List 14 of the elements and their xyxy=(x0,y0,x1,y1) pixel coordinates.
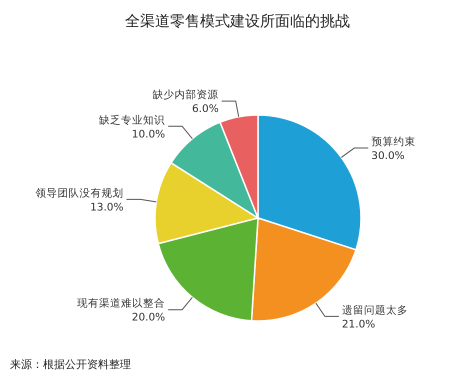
data-label: 30.0% xyxy=(371,150,405,162)
data-label: 21.0% xyxy=(342,318,376,330)
slice-label: 现有渠道难以整合 xyxy=(77,296,166,310)
data-label: 13.0% xyxy=(90,201,124,214)
data-label: 10.0% xyxy=(132,128,166,140)
slice-label: 遗留问题太多 xyxy=(342,303,408,316)
slice-label: 缺乏专业知识 xyxy=(99,113,166,126)
chart-title: 全渠道零售模式建设所面临的挑战 xyxy=(125,12,350,30)
slice-label: 预算约束 xyxy=(371,135,416,148)
data-label: 20.0% xyxy=(132,312,166,324)
slice-label: 领导团队没有规划 xyxy=(35,186,124,200)
data-label: 6.0% xyxy=(192,103,219,116)
source-note: 来源：根据公开资料整理 xyxy=(10,358,131,371)
slice-label: 缺少内部资源 xyxy=(152,88,219,102)
